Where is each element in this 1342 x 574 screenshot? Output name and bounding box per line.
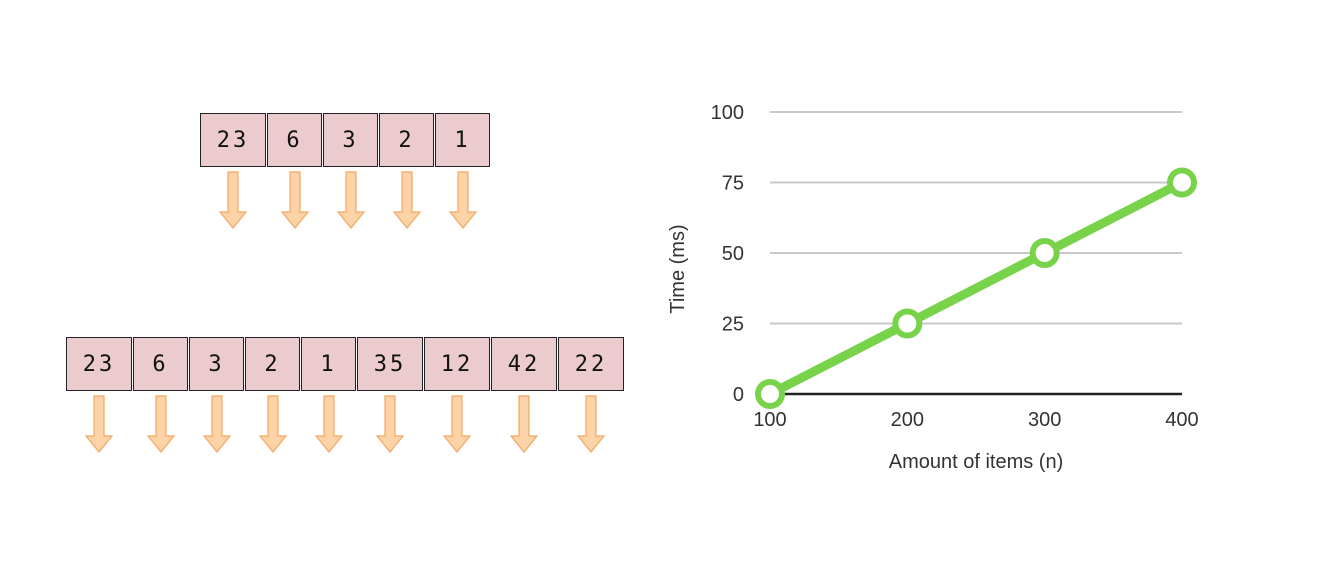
large-array: 23 6 3 2 1 35 12 42 22 bbox=[66, 337, 625, 453]
down-arrow-icon bbox=[146, 395, 175, 453]
cell-value: 42 bbox=[507, 351, 541, 377]
y-tick-label: 0 bbox=[733, 384, 744, 406]
down-arrow-icon bbox=[392, 171, 421, 229]
down-arrow-icon bbox=[258, 395, 287, 453]
x-tick-label: 400 bbox=[1165, 409, 1198, 431]
down-arrow-icon bbox=[576, 395, 606, 453]
down-arrow-icon bbox=[442, 395, 472, 453]
array-cell: 6 bbox=[267, 113, 322, 229]
down-arrow-icon bbox=[84, 395, 114, 453]
x-tick-label: 100 bbox=[753, 409, 786, 431]
cell-value: 12 bbox=[440, 351, 474, 377]
array-cell: 23 bbox=[66, 337, 132, 453]
small-array: 23 6 3 2 1 bbox=[200, 113, 491, 229]
data-point bbox=[892, 308, 923, 339]
cell-value: 2 bbox=[264, 351, 281, 377]
cell-value: 6 bbox=[152, 351, 169, 377]
x-tick-label: 200 bbox=[891, 409, 924, 431]
down-arrow-icon bbox=[280, 171, 309, 229]
array-cell: 6 bbox=[133, 337, 188, 453]
y-tick-label: 75 bbox=[722, 173, 744, 195]
array-cell: 23 bbox=[200, 113, 266, 229]
cell-value: 1 bbox=[454, 127, 471, 153]
array-cell: 1 bbox=[435, 113, 490, 229]
data-point bbox=[755, 379, 785, 409]
array-cell: 3 bbox=[323, 113, 378, 229]
x-tick-label: 300 bbox=[1028, 409, 1061, 431]
cell-value: 1 bbox=[320, 351, 337, 377]
cell-value: 6 bbox=[286, 127, 303, 153]
y-tick-label: 25 bbox=[722, 314, 744, 336]
y-tick-label: 50 bbox=[722, 243, 744, 265]
data-point bbox=[1029, 238, 1060, 268]
array-cell: 2 bbox=[245, 337, 300, 453]
series-line bbox=[765, 178, 1187, 399]
array-cell: 35 bbox=[357, 337, 423, 453]
down-arrow-icon bbox=[336, 171, 365, 229]
cell-value: 22 bbox=[574, 351, 608, 377]
cell-value: 23 bbox=[82, 351, 116, 377]
array-cell: 22 bbox=[558, 337, 624, 453]
cell-value: 35 bbox=[373, 351, 407, 377]
array-cell: 2 bbox=[379, 113, 434, 229]
cell-value: 3 bbox=[342, 127, 359, 153]
down-arrow-icon bbox=[509, 395, 539, 453]
line-chart: 0 25 50 75 100 100 200 300 400 Amount of items (n… bbox=[667, 102, 1199, 473]
cell-value: 3 bbox=[208, 351, 225, 377]
cell-value: 23 bbox=[216, 127, 250, 153]
x-axis-title: Amount of items (n) bbox=[889, 451, 1064, 473]
array-cell: 12 bbox=[424, 337, 490, 453]
down-arrow-icon bbox=[448, 171, 477, 229]
down-arrow-icon bbox=[375, 395, 405, 453]
array-cell: 3 bbox=[189, 337, 244, 453]
array-cell: 1 bbox=[301, 337, 356, 453]
y-tick-label: 100 bbox=[711, 102, 744, 124]
data-point bbox=[1167, 167, 1197, 198]
down-arrow-icon bbox=[202, 395, 231, 453]
down-arrow-icon bbox=[314, 395, 343, 453]
y-axis-title: Time (ms) bbox=[667, 224, 689, 313]
cell-value: 2 bbox=[398, 127, 415, 153]
down-arrow-icon bbox=[218, 171, 248, 229]
array-cell: 42 bbox=[491, 337, 557, 453]
